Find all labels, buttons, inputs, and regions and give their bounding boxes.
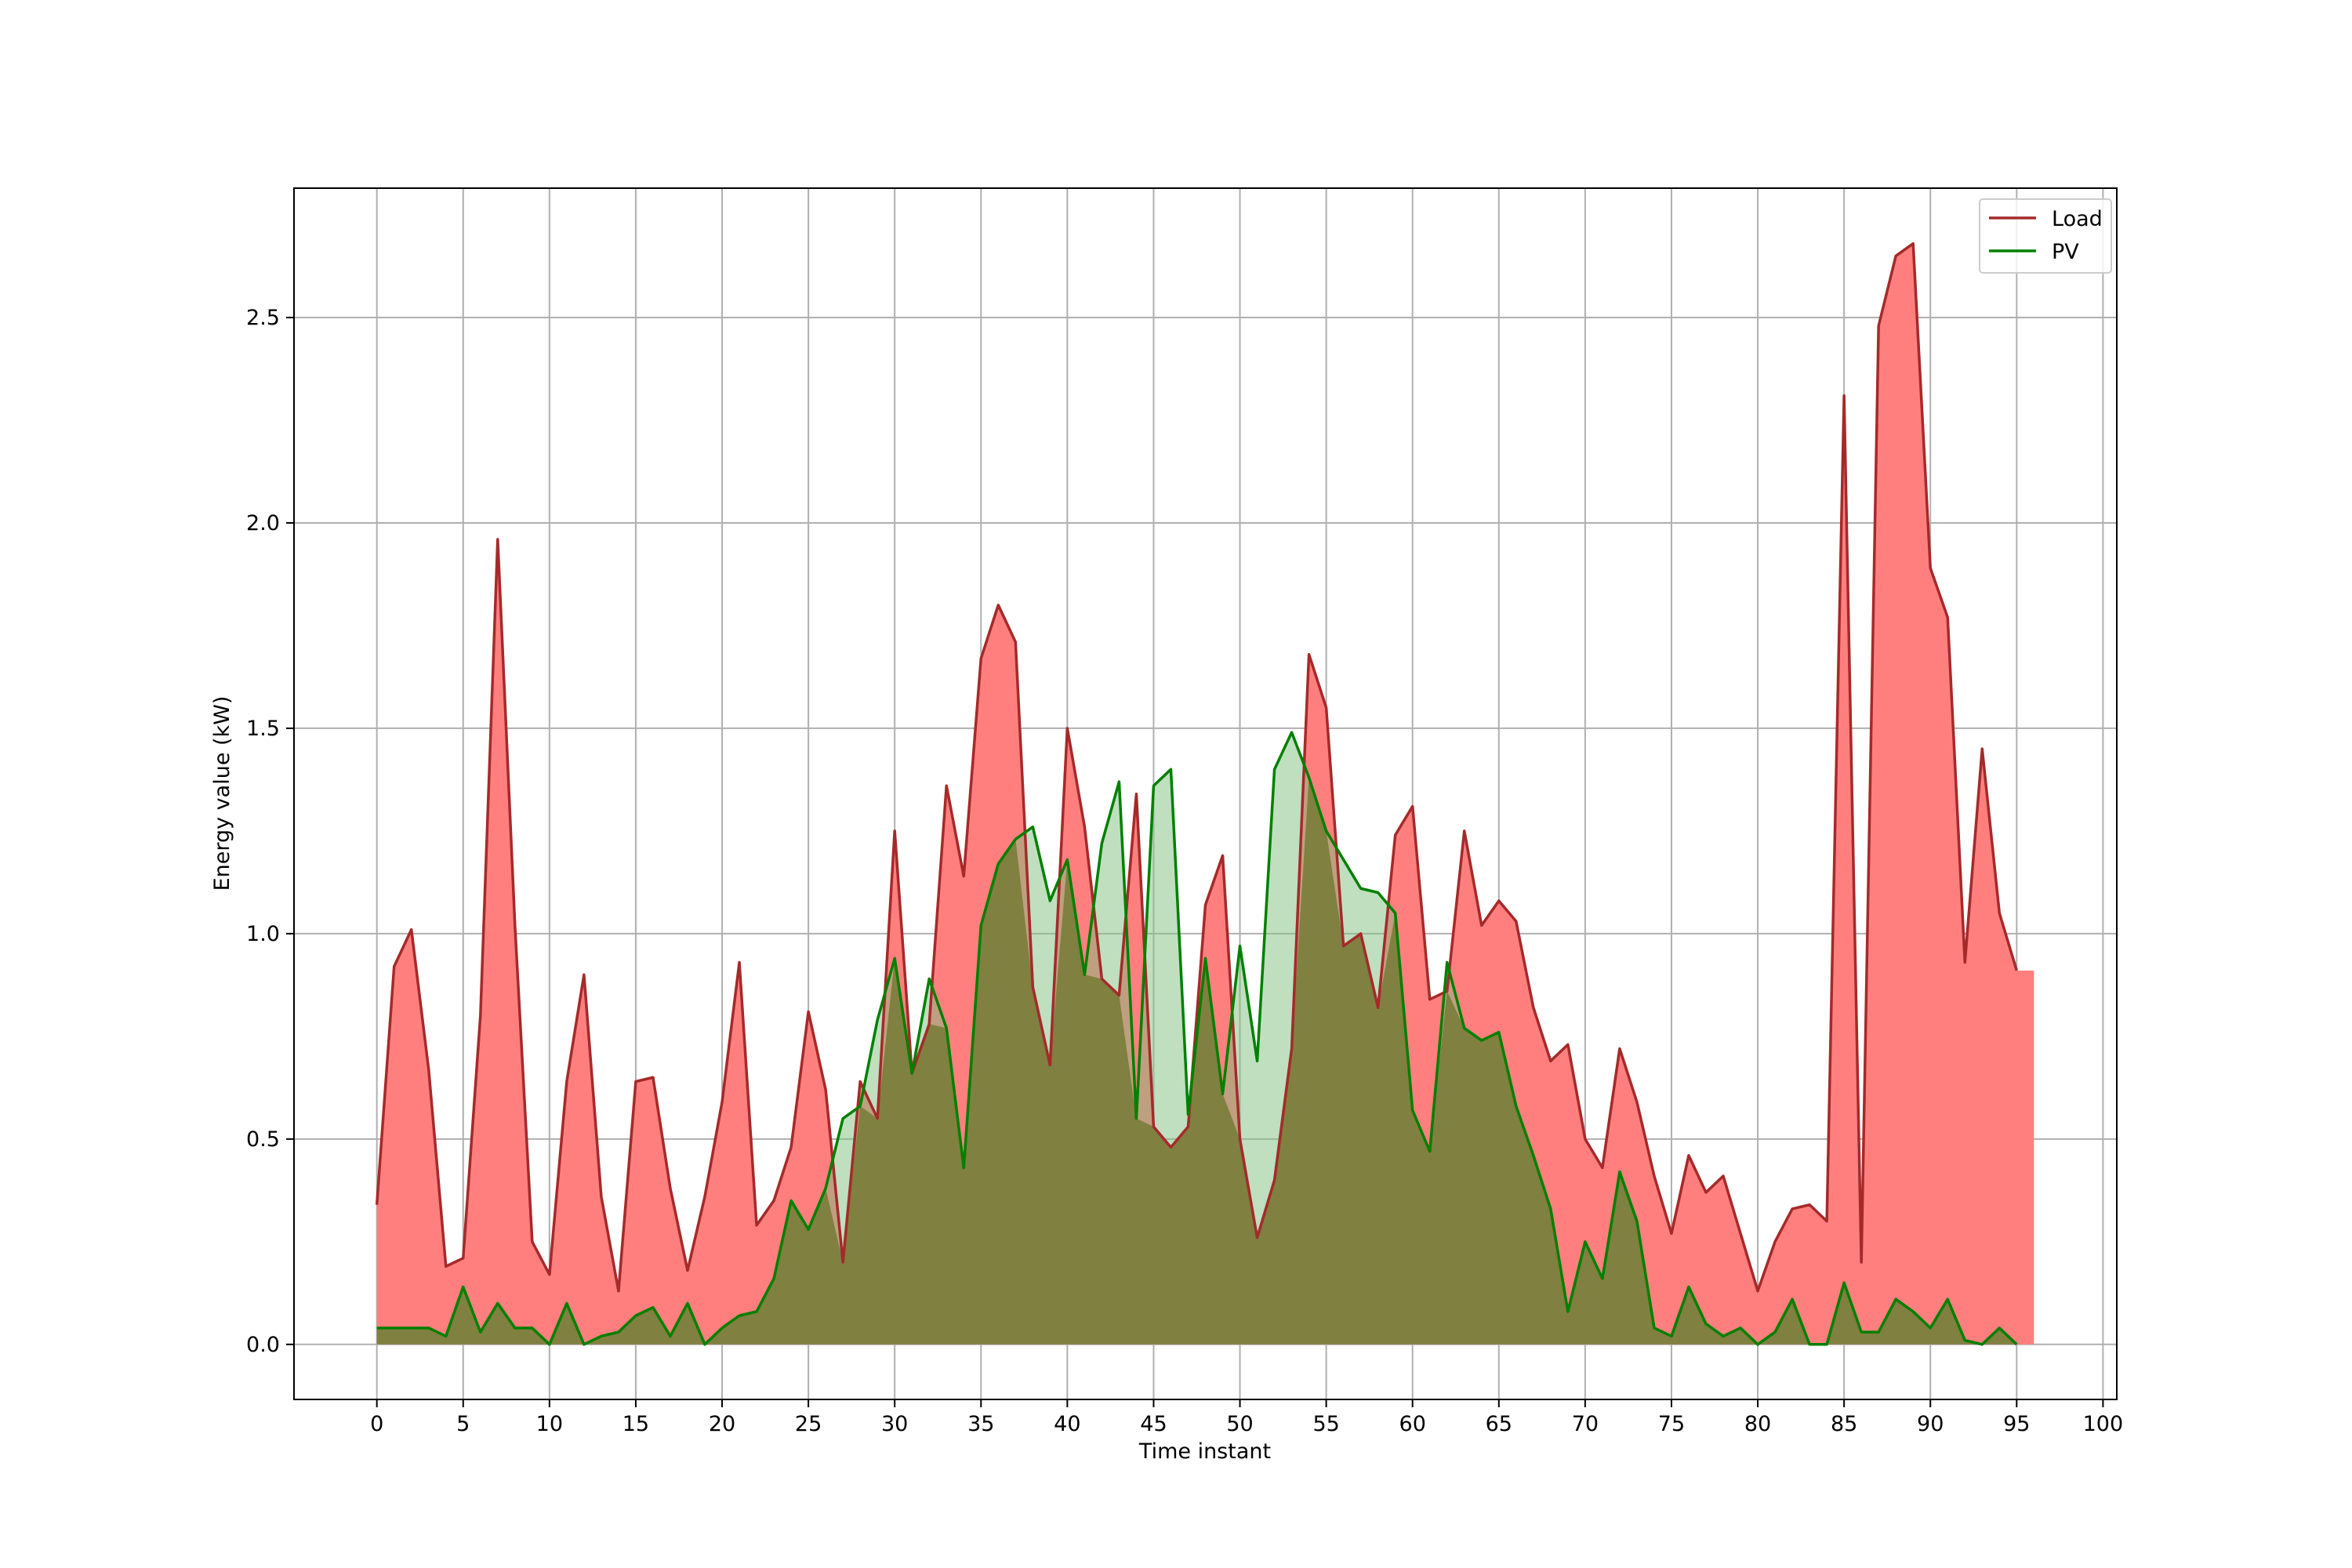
x-tick-label: 50 [1226, 1412, 1253, 1436]
x-tick-label: 20 [709, 1412, 735, 1436]
y-tick-label: 0.5 [246, 1127, 280, 1152]
x-tick-label: 30 [881, 1412, 908, 1436]
x-tick-label: 90 [1917, 1412, 1944, 1436]
series-line-load [375, 241, 2018, 1293]
x-tick-label: 75 [1658, 1412, 1685, 1436]
legend: Load PV [1979, 198, 2112, 274]
axis-ticks: 0 5 10 15 20 25 30 35 40 45 50 55 60 65 70 75 80 85 90 95 10… [246, 306, 2123, 1436]
x-tick-label: 5 [456, 1412, 470, 1436]
x-tick-label: 100 [2083, 1412, 2124, 1436]
plot-frame [293, 187, 2118, 1400]
x-tick-label: 55 [1312, 1412, 1339, 1436]
y-tick-label: 1.0 [246, 922, 280, 946]
x-tick-label: 70 [1572, 1412, 1599, 1436]
area-overlap [376, 777, 2017, 1345]
x-tick-label: 15 [622, 1412, 649, 1436]
area-fill-load [376, 243, 2034, 1345]
series-line-pv [376, 731, 2018, 1346]
y-axis-label: Energy value (kW) [210, 696, 234, 891]
y-tick-label: 1.5 [246, 717, 280, 741]
legend-label-pv: PV [2052, 240, 2079, 264]
x-tick-label: 95 [2003, 1412, 2030, 1436]
y-tick-label: 0.0 [246, 1333, 280, 1357]
x-tick-label: 65 [1486, 1412, 1512, 1436]
x-tick-label: 25 [795, 1412, 822, 1436]
x-tick-label: 45 [1140, 1412, 1167, 1436]
x-tick-label: 80 [1744, 1412, 1771, 1436]
x-tick-label: 60 [1399, 1412, 1426, 1436]
x-axis-label: Time instant [1138, 1439, 1271, 1464]
x-tick-label: 35 [967, 1412, 994, 1436]
x-tick-label: 85 [1831, 1412, 1857, 1436]
series-lines [375, 241, 2018, 1346]
x-tick-label: 10 [536, 1412, 563, 1436]
x-tick-label: 0 [370, 1412, 383, 1436]
x-tick-label: 40 [1054, 1412, 1080, 1436]
y-tick-label: 2.5 [246, 306, 280, 330]
y-tick-label: 2.0 [246, 511, 280, 535]
legend-label-load: Load [2052, 207, 2103, 231]
